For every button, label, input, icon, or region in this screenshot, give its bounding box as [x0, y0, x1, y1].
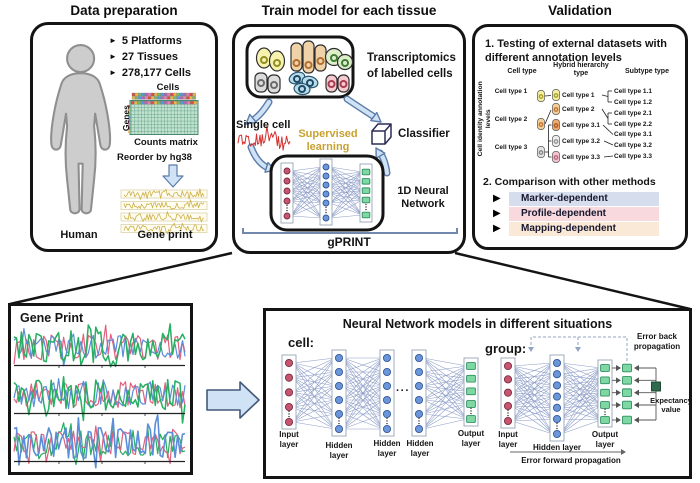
subtype-item: Cell type 2.2 — [614, 120, 652, 128]
genes-axis-label: Genes — [120, 105, 131, 132]
col-header-cell-type: Cell type — [507, 68, 537, 75]
data-preparation-panel: ► 5 Platforms ► 27 Tissues ► 278,177 Cel… — [30, 22, 218, 252]
hybrid-item: Cell type 3.1 — [562, 121, 600, 129]
list-item: ► 5 Platforms — [109, 33, 191, 49]
transcriptomics-label: Transcriptomics of labelled cells — [367, 52, 456, 80]
nn-models-panel: Neural Network models in different situa… — [263, 308, 692, 479]
group-hidden-layer-label: Hidden layer — [532, 443, 581, 452]
cell-hidden-layer-label: Hidden layer — [325, 441, 353, 460]
supervised-learning-label: Supervised learning — [298, 128, 358, 154]
dataset-stats-list: ► 5 Platforms ► 27 Tissues ► 278,177 Cel… — [109, 33, 191, 81]
hybrid-item: Cell type 1 — [562, 91, 595, 99]
cell-hidden-layer-label: Hidden layer — [373, 439, 401, 458]
testing-section-title: 1. Testing of external datasets with dif… — [485, 38, 667, 64]
subtype-item: Cell type 3.1 — [614, 131, 652, 138]
human-silhouette — [50, 44, 112, 215]
triangle-bullet-icon: ► — [109, 36, 117, 45]
data-preparation-graphic — [50, 44, 208, 235]
subtype-item: Cell type 1.1 — [614, 87, 652, 95]
nn-models-title: Neural Network models in different situa… — [342, 317, 613, 331]
stat-tissues: 27 Tissues — [121, 51, 178, 63]
human-label: Human — [60, 229, 98, 241]
gprint-label: gPRINT — [327, 235, 371, 249]
col-header-subtype: Subtype type — [625, 68, 669, 75]
classifier-label: Classifier — [398, 128, 450, 140]
method-profile-dependent: Profile-dependent — [509, 207, 659, 221]
list-item: ► 278,177 Cells — [109, 65, 191, 81]
nn-models-graphic — [281, 336, 661, 455]
gene-print-label: Gene print — [137, 229, 193, 241]
train-model-panel: Transcriptomics of labelled cells Single… — [232, 24, 466, 254]
cells-axis-label: Cells — [156, 82, 180, 93]
col-header-hybrid: Hybrid hierarchy type — [553, 62, 609, 78]
gene-print-panel: Gene Print — [8, 303, 193, 475]
triangle-bullet-icon: ▶ — [493, 208, 501, 219]
validation-panel: 1. Testing of external datasets with dif… — [472, 24, 688, 250]
cell-network-label: cell: — [288, 335, 315, 350]
error-forward-propagation-label: Error forward propagation — [521, 456, 621, 465]
group-input-layer-label: Input layer — [498, 430, 518, 449]
comparison-section-title: 2. Comparison with other methods — [483, 176, 656, 188]
triangle-bullet-icon: ▶ — [493, 223, 501, 234]
method-marker-dependent: Marker-dependent — [509, 192, 659, 206]
train-model-title: Train model for each tissue — [261, 3, 437, 18]
hybrid-item: Cell type 3.3 — [562, 153, 600, 161]
subtype-item: Cell type 3.2 — [614, 141, 652, 149]
gene-print-title: Gene Print — [20, 311, 84, 325]
hidden-layers-ellipsis: ··· — [396, 385, 410, 397]
1d-neural-network-label: 1D Neural Network — [397, 185, 449, 211]
reorder-label: Reorder by hg38 — [117, 152, 192, 163]
subtype-item: Cell type 3.3 — [614, 152, 652, 160]
group-network-label: group: — [485, 341, 527, 356]
validation-title: Validation — [548, 3, 612, 18]
method-mapping-dependent: Mapping-dependent — [509, 222, 659, 236]
method-label: Marker-dependent — [521, 193, 608, 205]
gene-print-waveforms — [13, 323, 186, 469]
cell-input-layer-label: Input layer — [279, 430, 299, 449]
left-cell-type-2: Cell type 2 — [494, 116, 528, 123]
method-label: Mapping-dependent — [521, 223, 616, 235]
triangle-bullet-icon: ► — [109, 52, 117, 61]
data-preparation-title: Data preparation — [70, 3, 178, 18]
subtype-item: Cell type 1.2 — [614, 98, 652, 106]
hierarchy-graphic — [537, 89, 614, 163]
left-cell-type-1: Cell type 1 — [494, 88, 528, 95]
group-output-layer-label: Output layer — [591, 430, 619, 449]
list-item: ► 27 Tissues — [109, 49, 191, 65]
stat-cells: 278,177 Cells — [121, 67, 192, 79]
counts-matrix-label: Counts matrix — [134, 137, 198, 148]
single-cell-label: Single cell — [236, 119, 291, 131]
stat-platforms: 5 Platforms — [121, 35, 182, 47]
method-label: Profile-dependent — [521, 208, 607, 220]
triangle-bullet-icon: ► — [109, 68, 117, 77]
expectancy-value-label: Expectancy value — [650, 396, 692, 414]
subtype-item: Cell type 2.1 — [614, 109, 652, 117]
cell-output-layer-label: Output layer — [457, 429, 485, 448]
left-cell-type-3: Cell type 3 — [494, 144, 528, 151]
error-back-propagation-label: Error back propagation — [633, 332, 681, 351]
cell-hidden-layer-label: Hidden layer — [406, 439, 434, 458]
triangle-bullet-icon: ▶ — [493, 193, 501, 204]
hybrid-item: Cell type 2 — [562, 105, 595, 113]
hybrid-item: Cell type 3.2 — [562, 137, 600, 145]
train-model-graphic — [237, 35, 458, 234]
